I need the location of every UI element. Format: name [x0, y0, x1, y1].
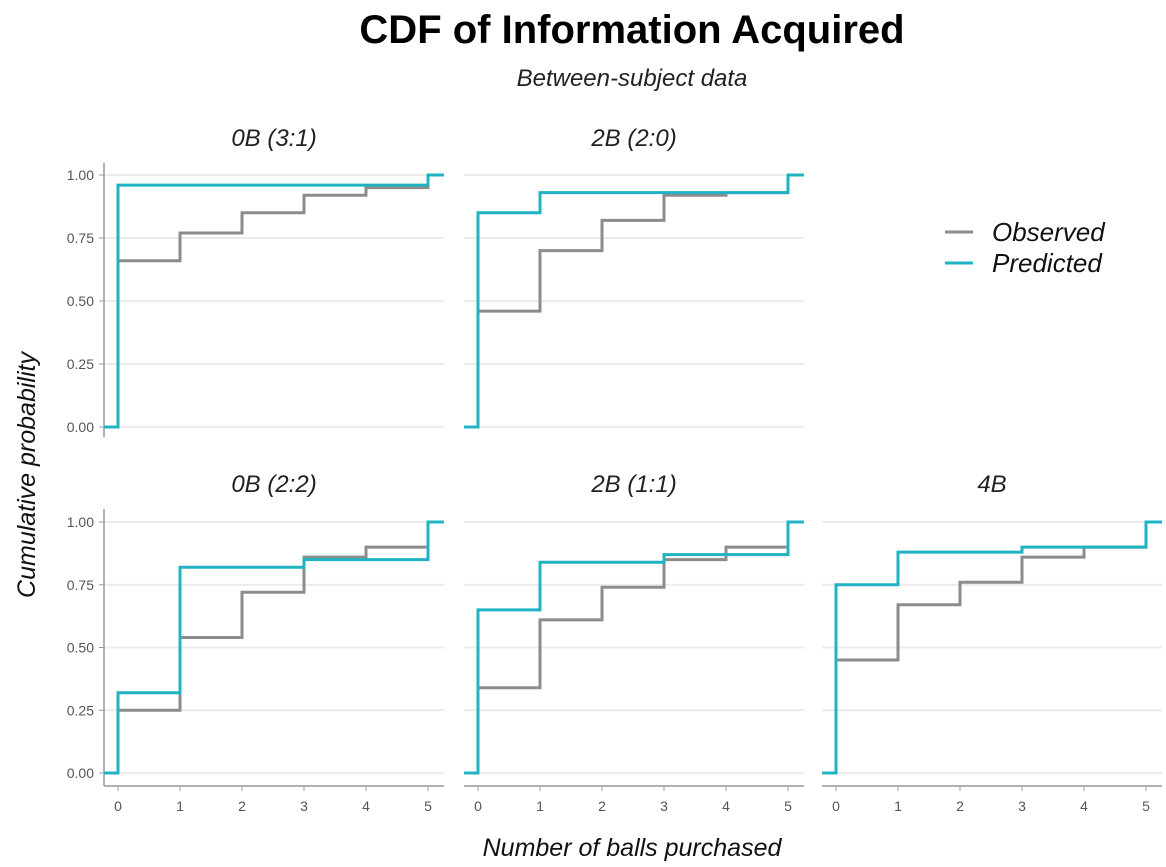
y-tick-label: 0.75 [67, 577, 94, 593]
y-tick-label: 0.25 [67, 356, 94, 372]
x-tick-label: 5 [424, 798, 432, 814]
series-line-predicted [104, 173, 444, 429]
chart-subtitle: Between-subject data [517, 65, 748, 92]
series-line-predicted [104, 520, 444, 775]
x-tick-label: 5 [1142, 798, 1150, 814]
y-tick-label: 0.50 [67, 640, 94, 656]
y-tick-label: 0.50 [67, 293, 94, 309]
series-line-observed [104, 520, 444, 775]
series-line-predicted [464, 520, 804, 775]
x-tick-label: 4 [362, 798, 370, 814]
x-axis-label: Number of balls purchased [483, 834, 783, 862]
x-tick-label: 2 [956, 798, 964, 814]
series-line-observed [104, 173, 444, 429]
x-tick-label: 4 [722, 798, 730, 814]
series-line-observed [464, 520, 804, 775]
y-tick-label: 0.75 [67, 230, 94, 246]
series-line-predicted [822, 520, 1162, 775]
chart-title: CDF of Information Acquired [359, 8, 904, 52]
legend-label-predicted: Predicted [992, 248, 1103, 278]
panels-group: 0B (3:1) 0.00 0.25 0.50 0.75 1.00 2B (2:0) 0B (… [67, 125, 1162, 814]
x-tick-label: 2 [598, 798, 606, 814]
legend-label-observed: Observed [992, 217, 1106, 247]
panel-3: 0B (2:2) 0.00 0.25 0.50 0.75 1.00 0 1 2 3 4 5 [67, 471, 444, 814]
x-tick-label: 3 [300, 798, 308, 814]
x-tick-label: 3 [1018, 798, 1026, 814]
panel-title: 0B (2:2) [231, 471, 316, 498]
x-tick-label: 2 [238, 798, 246, 814]
y-tick-label: 1.00 [67, 167, 94, 183]
panel-title: 2B (1:1) [590, 471, 676, 498]
y-tick-label: 0.00 [67, 419, 94, 435]
y-tick-label: 1.00 [67, 514, 94, 530]
panel-2: 2B (2:0) [464, 125, 804, 429]
x-tick-label: 4 [1080, 798, 1088, 814]
x-tick-label: 5 [784, 798, 792, 814]
x-tick-label: 3 [660, 798, 668, 814]
panel-5: 4B 0 1 2 3 4 5 [822, 471, 1162, 814]
x-tick-label: 1 [176, 798, 184, 814]
x-tick-label: 0 [114, 798, 122, 814]
panel-4: 2B (1:1) 0 1 2 3 4 5 [464, 471, 804, 814]
y-tick-label: 0.00 [67, 765, 94, 781]
panel-title: 2B (2:0) [590, 125, 676, 152]
y-axis-label: Cumulative probability [13, 351, 41, 598]
panel-title: 0B (3:1) [231, 125, 316, 152]
y-tick-label: 0.25 [67, 702, 94, 718]
x-tick-label: 0 [832, 798, 840, 814]
x-tick-label: 1 [536, 798, 544, 814]
legend: Observed Predicted [945, 217, 1106, 278]
panel-1: 0B (3:1) 0.00 0.25 0.50 0.75 1.00 [67, 125, 444, 437]
panel-title: 4B [977, 471, 1006, 498]
x-tick-label: 0 [474, 798, 482, 814]
x-tick-label: 1 [894, 798, 902, 814]
series-line-predicted [464, 173, 804, 429]
